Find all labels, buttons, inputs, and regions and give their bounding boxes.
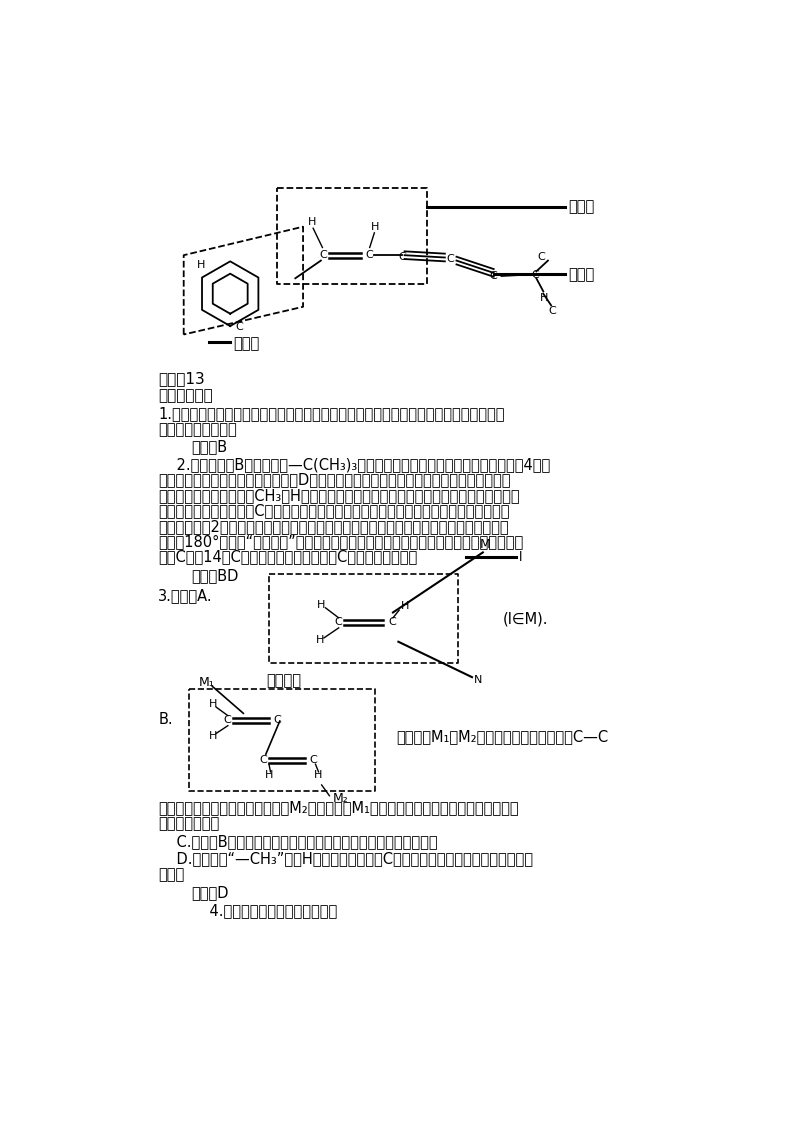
Text: C: C <box>223 715 231 726</box>
Text: 单键，由于单键可转动，因而可将M₂平面转至与M₁平面重合，所以该分子中所有原子可能: 单键，由于单键可转动，因而可将M₂平面转至与M₁平面重合，所以该分子中所有原子可… <box>158 800 518 815</box>
Text: 苯平面: 苯平面 <box>234 336 259 351</box>
Text: H: H <box>317 600 326 610</box>
Text: 所以C项的14个C原子仍可在一个平面上，C项不是正确答案。: 所以C项的14个C原子仍可在一个平面上，C项不是正确答案。 <box>158 549 418 565</box>
Text: C: C <box>446 254 454 264</box>
Text: C: C <box>490 271 498 281</box>
Text: 处于同一平面。: 处于同一平面。 <box>158 816 219 831</box>
Text: 傔直线在苯平面上。: 傔直线在苯平面上。 <box>158 422 237 437</box>
Text: C.原理同B，通过碳碳单键相连的两个平面，有可能重合在一起。: C.原理同B，通过碳碳单键相连的两个平面，有可能重合在一起。 <box>158 834 438 849</box>
Text: l: l <box>518 550 522 564</box>
Text: M₂: M₂ <box>333 792 348 805</box>
Text: (l∈M).: (l∈M). <box>503 611 549 626</box>
Text: H: H <box>540 292 549 302</box>
Text: C: C <box>398 252 406 263</box>
Text: 歼灭难点训练: 歼灭难点训练 <box>158 388 213 404</box>
Text: C: C <box>388 617 396 627</box>
Text: M₁: M₁ <box>199 676 215 689</box>
Text: C: C <box>334 617 342 627</box>
Text: 答案：D: 答案：D <box>191 885 229 900</box>
Text: H: H <box>209 700 217 709</box>
Text: 苯环共平面，则它连接的CH₃和H，必然一个在环前，一个在环后。因此甲基碳原子不可能: 苯环共平面，则它连接的CH₃和H，必然一个在环前，一个在环后。因此甲基碳原子不可… <box>158 488 520 503</box>
Text: 答案：BD: 答案：BD <box>191 568 239 583</box>
Text: C: C <box>365 250 373 260</box>
Text: 再在苯环平面上。注意，C项中的两个甲基是可以同时处在两个苯环所共有的平面上的。有: 再在苯环平面上。注意，C项中的两个甲基是可以同时处在两个苯环所共有的平面上的。有 <box>158 504 510 518</box>
Text: H: H <box>197 260 206 271</box>
Text: 3.解析：A.: 3.解析：A. <box>158 588 213 603</box>
Text: C: C <box>532 271 539 281</box>
Text: N: N <box>474 675 482 685</box>
Text: 面上。: 面上。 <box>158 867 184 882</box>
Text: H: H <box>314 770 322 780</box>
Text: H: H <box>316 635 325 645</box>
Text: 烯平面: 烯平面 <box>568 199 594 214</box>
Text: H: H <box>401 601 409 611</box>
Text: 原子不可能在同一个平面上。此外，D项中，同时连在两个苯环上的那个碳原子，如果它跟: 原子不可能在同一个平面上。此外，D项中，同时连在两个苯环上的那个碳原子，如果它跟 <box>158 472 510 488</box>
Text: 人提出，怀留2个甲基过于拥挤，必须翘起一个；则请注意，如果从连接两个苯环的单键为: 人提出，怀留2个甲基过于拥挤，必须翘起一个；则请注意，如果从连接两个苯环的单键为 <box>158 518 509 533</box>
Text: H: H <box>265 770 274 780</box>
Text: B.: B. <box>158 712 173 727</box>
Text: 答案：B: 答案：B <box>191 439 227 454</box>
Text: 分子中，M₁和M₂两个平面相交于一条直线C—C: 分子中，M₁和M₂两个平面相交于一条直线C—C <box>396 729 608 744</box>
Text: C: C <box>538 252 546 263</box>
Text: C: C <box>274 715 282 726</box>
Text: H: H <box>308 217 316 228</box>
Text: H: H <box>371 222 380 232</box>
Text: C: C <box>259 755 266 765</box>
Text: H: H <box>209 730 217 740</box>
Text: C: C <box>319 250 327 260</box>
Text: 4.提示：以甲醛平面为参照物：: 4.提示：以甲醛平面为参照物： <box>191 903 338 918</box>
Text: 2.解析：只有B项中叔丁基—C(CH₃)₃的中心碳位于一个四面体的中心，它连接的4个碳: 2.解析：只有B项中叔丁基—C(CH₃)₃的中心碳位于一个四面体的中心，它连接的… <box>158 457 550 472</box>
Text: C: C <box>310 755 317 765</box>
Text: D.该分子中“—CH₃”中的H原子和与它相连的C原子，形成四面体结构，不在同一平: D.该分子中“—CH₃”中的H原子和与它相连的C原子，形成四面体结构，不在同一平 <box>158 851 533 866</box>
Text: 可以转动: 可以转动 <box>266 674 302 688</box>
Text: 答案：13: 答案：13 <box>158 371 205 386</box>
Text: C: C <box>236 321 243 332</box>
Text: 炔直线: 炔直线 <box>568 267 594 282</box>
Text: M: M <box>480 538 490 551</box>
Text: 1.提示：通过转动，可使苯平面与烯平面重合在同一平面，也可两平面仅交于一条直线，: 1.提示：通过转动，可使苯平面与烯平面重合在同一平面，也可两平面仅交于一条直线， <box>158 406 505 421</box>
Text: 轴旋转180°，则此“空间拥挤”可以消除，两个甲基一个在上，一个在下，都在苯平面上。: 轴旋转180°，则此“空间拥挤”可以消除，两个甲基一个在上，一个在下，都在苯平面… <box>158 534 523 549</box>
Text: C: C <box>548 307 556 317</box>
